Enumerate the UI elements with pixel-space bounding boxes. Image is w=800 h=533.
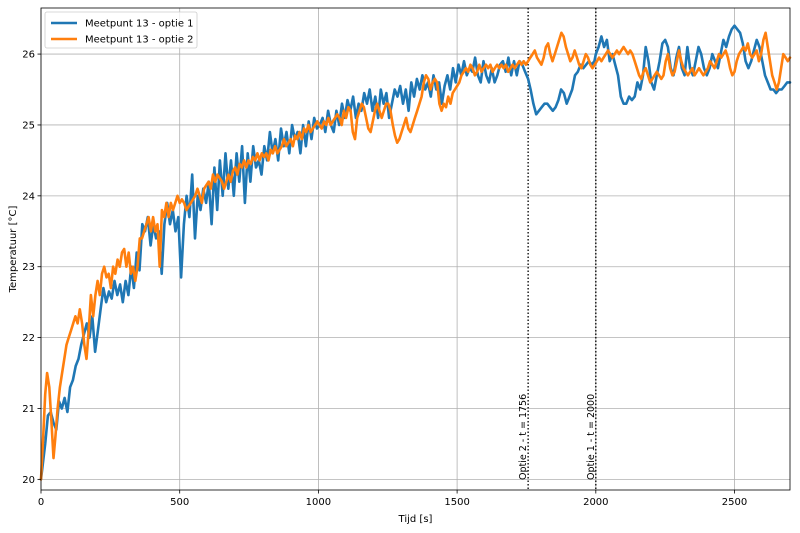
x-tick-label: 500 (170, 497, 189, 508)
x-axis-label: Tijd [s] (398, 514, 433, 525)
x-tick-label: 1000 (306, 497, 331, 508)
y-tick-label: 24 (22, 191, 35, 202)
y-tick-label: 20 (22, 475, 35, 486)
y-tick-label: 23 (22, 262, 35, 273)
x-tick-label: 2500 (722, 497, 747, 508)
y-tick-label: 26 (22, 50, 35, 61)
x-tick-label: 2000 (583, 497, 608, 508)
series-line-2 (39, 31, 792, 481)
plot-frame (40, 7, 791, 491)
series-lines (39, 24, 792, 481)
axis-ticks: 0 500 1000 1500 2000 2500 20 21 22 23 24 25 26 (22, 50, 747, 508)
x-tick-label: 1500 (444, 497, 469, 508)
legend-label-series-1: Meetpunt 13 - optie 1 (85, 19, 194, 30)
y-tick-label: 21 (22, 404, 35, 415)
grid (40, 8, 790, 490)
y-tick-label: 25 (22, 120, 35, 131)
legend: Meetpunt 13 - optie 1 Meetpunt 13 - opti… (44, 11, 198, 49)
vertical-marker-label: Optie 2 - t = 1756 (518, 394, 529, 480)
vertical-marker-label: Optie 1 - t = 2000 (586, 394, 597, 480)
y-axis-label: Temperatuur [°C] (8, 206, 19, 294)
legend-box (44, 11, 198, 49)
vertical-marker-lines: Optie 2 - t = 1756 Optie 1 - t = 2000 (518, 8, 597, 490)
y-tick-label: 22 (22, 333, 35, 344)
legend-label-series-2: Meetpunt 13 - optie 2 (85, 35, 194, 46)
x-tick-label: 0 (38, 497, 44, 508)
series-line-1 (39, 24, 792, 481)
